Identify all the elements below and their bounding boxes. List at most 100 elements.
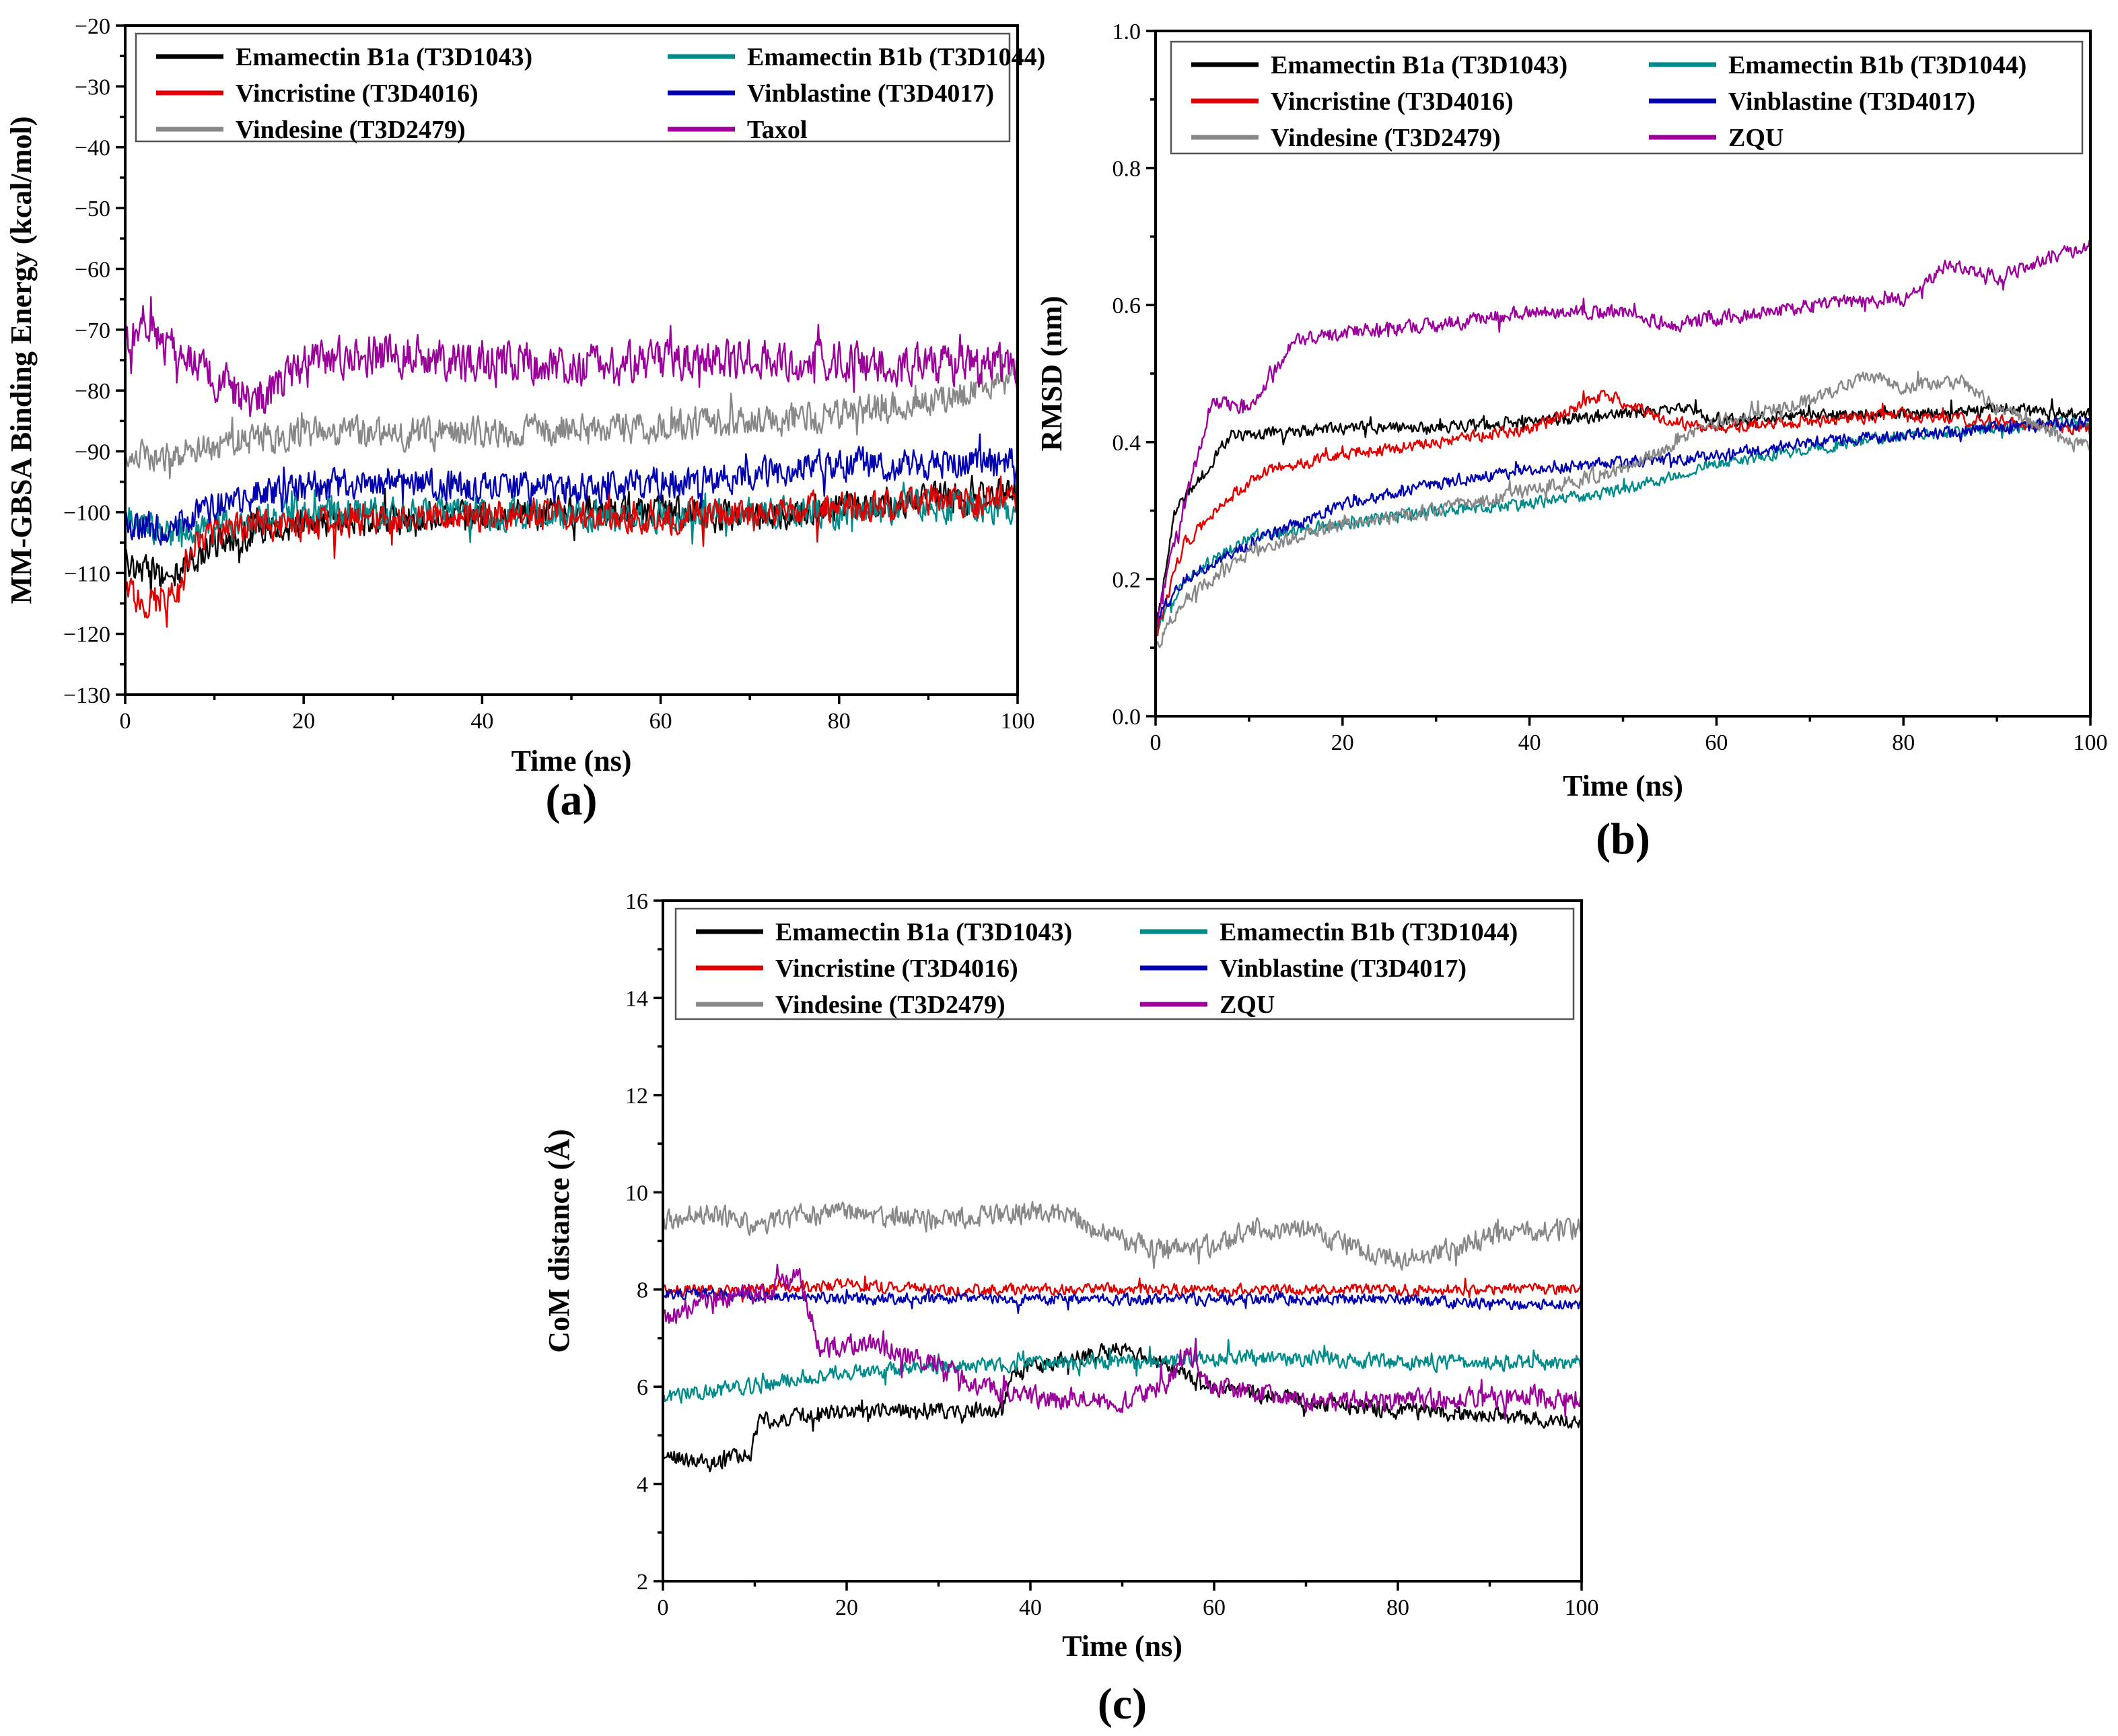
y-tick-label: 0.6 [1113,293,1141,318]
legend-entry: Taxol [747,116,807,144]
y-tick-label: −40 [75,136,110,161]
y-axis-title: RMSD (nm) [1035,296,1068,452]
legend-entry: Vincristine (T3D4016) [1271,88,1514,116]
series-line-b-5 [1156,370,2090,654]
legend-frame [135,32,1011,143]
y-tick-label: −70 [75,318,110,343]
plot-area [1156,239,2090,654]
x-tick-label: 80 [828,709,851,734]
x-tick-label: 80 [1892,730,1915,755]
x-tick-label: 100 [2074,730,2108,755]
chart-panel-b: 0 20 40 60 80 100 0.0 0.2 0.4 0.6 0.8 1.0 Time (ns) R… [1035,20,2108,864]
y-tick-label: −20 [75,14,110,39]
y-tick-label: −60 [75,257,110,282]
y-tick-label: 0.4 [1113,431,1141,456]
y-tick-label: −50 [75,197,110,221]
x-axis-title: Time (ns) [1563,769,1683,802]
legend-entry: ZQU [1728,124,1784,152]
series-line-a-5 [125,354,1018,480]
series-line-a-6 [125,296,1018,417]
chart-panel-a: 0 20 40 60 80 100 −130 −120 −110 −100 −90 −80 −70 −60… [5,14,1045,825]
legend-entry: Emamectin B1a (T3D1043) [236,43,532,71]
y-tick-label: 10 [625,1181,648,1206]
plot-area [125,296,1018,628]
series-line-c-5 [663,1200,1582,1271]
panel-label: (c) [1098,1679,1147,1729]
x-tick-label: 100 [1565,1595,1599,1620]
legend-frame [1170,40,2084,155]
series-line-b-3 [1156,389,2090,639]
x-tick-label: 60 [1705,730,1728,755]
legend-entry: Emamectin B1a (T3D1043) [1271,51,1567,79]
x-tick-label: 40 [1019,1595,1042,1620]
panel-label: (b) [1596,814,1650,864]
legend-entry: Emamectin B1b (T3D1044) [747,43,1045,71]
series-line-c-6 [663,1263,1582,1420]
y-tick-label: −80 [75,379,110,404]
series-line-a-3 [125,475,1018,628]
legend-entry: Emamectin B1b (T3D1044) [1220,918,1518,946]
panel-label: (a) [546,775,598,825]
legend: Emamectin B1a (T3D1043) Emamectin B1b (T3… [135,32,1045,144]
series-line-c-1 [663,1342,1582,1473]
y-tick-label: 0.0 [1113,705,1141,730]
legend-entry: Vincristine (T3D4016) [775,954,1018,983]
legend-entry: Vinblastine (T3D4017) [1220,954,1467,983]
legend-entry: Emamectin B1b (T3D1044) [1728,51,2026,79]
legend-entry: Vincristine (T3D4016) [236,79,479,108]
legend-entry: Vindesine (T3D2479) [236,116,466,144]
y-tick-label: 2 [637,1570,648,1595]
plot-area [663,1200,1582,1473]
y-axis-title: MM-GBSA Binding Energy (kcal/mol) [5,116,38,604]
legend-entry: Vinblastine (T3D4017) [1728,88,1975,116]
series-line-a-1 [125,475,1018,599]
series-line-a-4 [125,433,1018,546]
x-tick-label: 60 [649,709,672,734]
x-tick-label: 40 [470,709,493,734]
x-tick-label: 20 [1331,730,1354,755]
series-line-c-3 [663,1275,1582,1303]
legend-entry: Emamectin B1a (T3D1043) [775,918,1072,946]
y-tick-label: 0.8 [1113,157,1141,182]
y-tick-label: 12 [625,1084,648,1109]
y-tick-label: −30 [75,75,110,100]
x-tick-label: 60 [1203,1595,1226,1620]
x-tick-label: 0 [120,709,131,734]
y-tick-label: 0.2 [1113,567,1141,592]
x-axis-title: Time (ns) [511,744,632,777]
y-tick-label: 6 [637,1375,648,1400]
legend-entry: Vindesine (T3D2479) [775,991,1005,1019]
x-axis-title: Time (ns) [1062,1630,1182,1663]
legend-entry: Vindesine (T3D2479) [1271,124,1501,152]
series-line-b-2 [1156,415,2090,639]
y-tick-label: 14 [625,986,648,1011]
y-tick-label: −100 [63,501,110,526]
series-line-b-4 [1156,415,2090,625]
x-tick-label: 0 [1150,730,1162,755]
legend: Emamectin B1a (T3D1043) Emamectin B1b (T3… [674,907,1575,1020]
series-line-c-4 [663,1288,1582,1314]
legend-frame [674,907,1575,1020]
x-tick-label: 100 [1001,709,1035,734]
legend-entry: Vinblastine (T3D4017) [747,79,994,108]
chart-panel-c: 0 20 40 60 80 100 2 4 6 8 10 12 14 16 Time (ns) CoM dis… [542,889,1599,1729]
x-tick-label: 20 [835,1595,858,1620]
series-line-c-2 [663,1339,1582,1404]
legend-entry: ZQU [1220,991,1275,1019]
y-tick-label: −110 [64,561,110,586]
y-tick-label: −120 [63,623,110,648]
x-tick-label: 40 [1518,730,1541,755]
x-tick-label: 80 [1386,1595,1409,1620]
y-tick-label: 1.0 [1113,20,1141,44]
y-tick-label: 8 [637,1278,648,1303]
x-tick-label: 0 [658,1595,669,1620]
y-tick-label: 16 [625,889,648,914]
y-tick-label: −90 [75,440,110,465]
y-tick-label: −130 [63,683,110,708]
y-tick-label: 4 [637,1473,648,1498]
legend: Emamectin B1a (T3D1043) Emamectin B1b (T3… [1170,40,2084,155]
series-line-b-1 [1156,398,2090,639]
x-tick-label: 20 [292,709,315,734]
y-axis-title: CoM distance (Å) [542,1129,575,1352]
